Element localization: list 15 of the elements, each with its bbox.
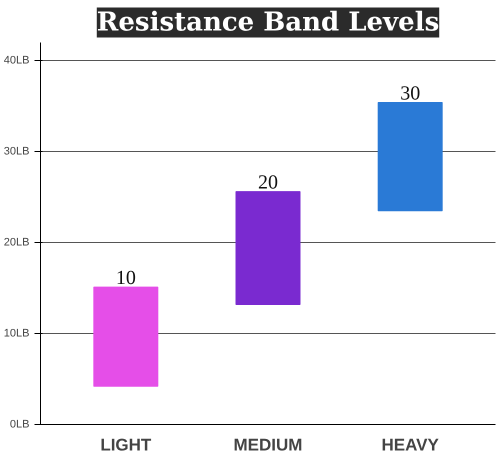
x-tick-label: LIGHT xyxy=(100,436,152,454)
chart-title: Resistance Band Levels xyxy=(96,8,440,38)
annotation: 20 xyxy=(258,172,278,194)
annotation: 10 xyxy=(116,267,136,290)
x-tick-label: MEDIUM xyxy=(234,436,302,454)
annotation: 30 xyxy=(400,82,420,105)
y-tick-label: 40LB xyxy=(4,54,30,67)
x-tick-label: HEAVY xyxy=(382,436,440,454)
y-tick-label: 20LB xyxy=(4,236,30,249)
y-tick-label: 30LB xyxy=(4,146,30,158)
y-tick-label: 0LB xyxy=(10,418,30,430)
bar xyxy=(93,286,158,387)
bar xyxy=(378,102,443,212)
y-tick-label: 10LB xyxy=(4,328,30,340)
bar xyxy=(236,191,300,305)
